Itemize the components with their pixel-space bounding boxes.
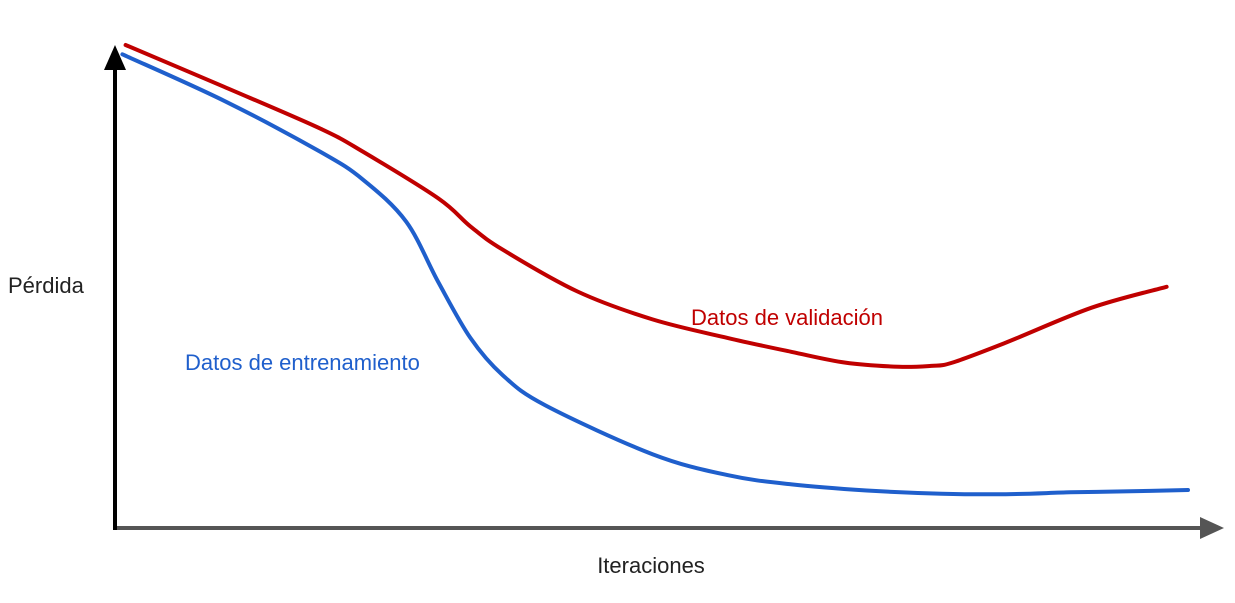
validation-loss-line: [123, 43, 1169, 369]
series-layer: [120, 43, 1190, 497]
x-axis-label: Iteraciones: [597, 553, 705, 578]
y-axis-label: Pérdida: [8, 273, 85, 298]
legend-training-label: Datos de entrenamiento: [185, 350, 420, 375]
y-axis-arrowhead: [104, 45, 126, 70]
training-loss-line: [120, 52, 1190, 497]
x-axis-arrowhead: [1200, 517, 1224, 539]
legend-validation-label: Datos de validación: [691, 305, 883, 330]
axes: [104, 45, 1224, 539]
